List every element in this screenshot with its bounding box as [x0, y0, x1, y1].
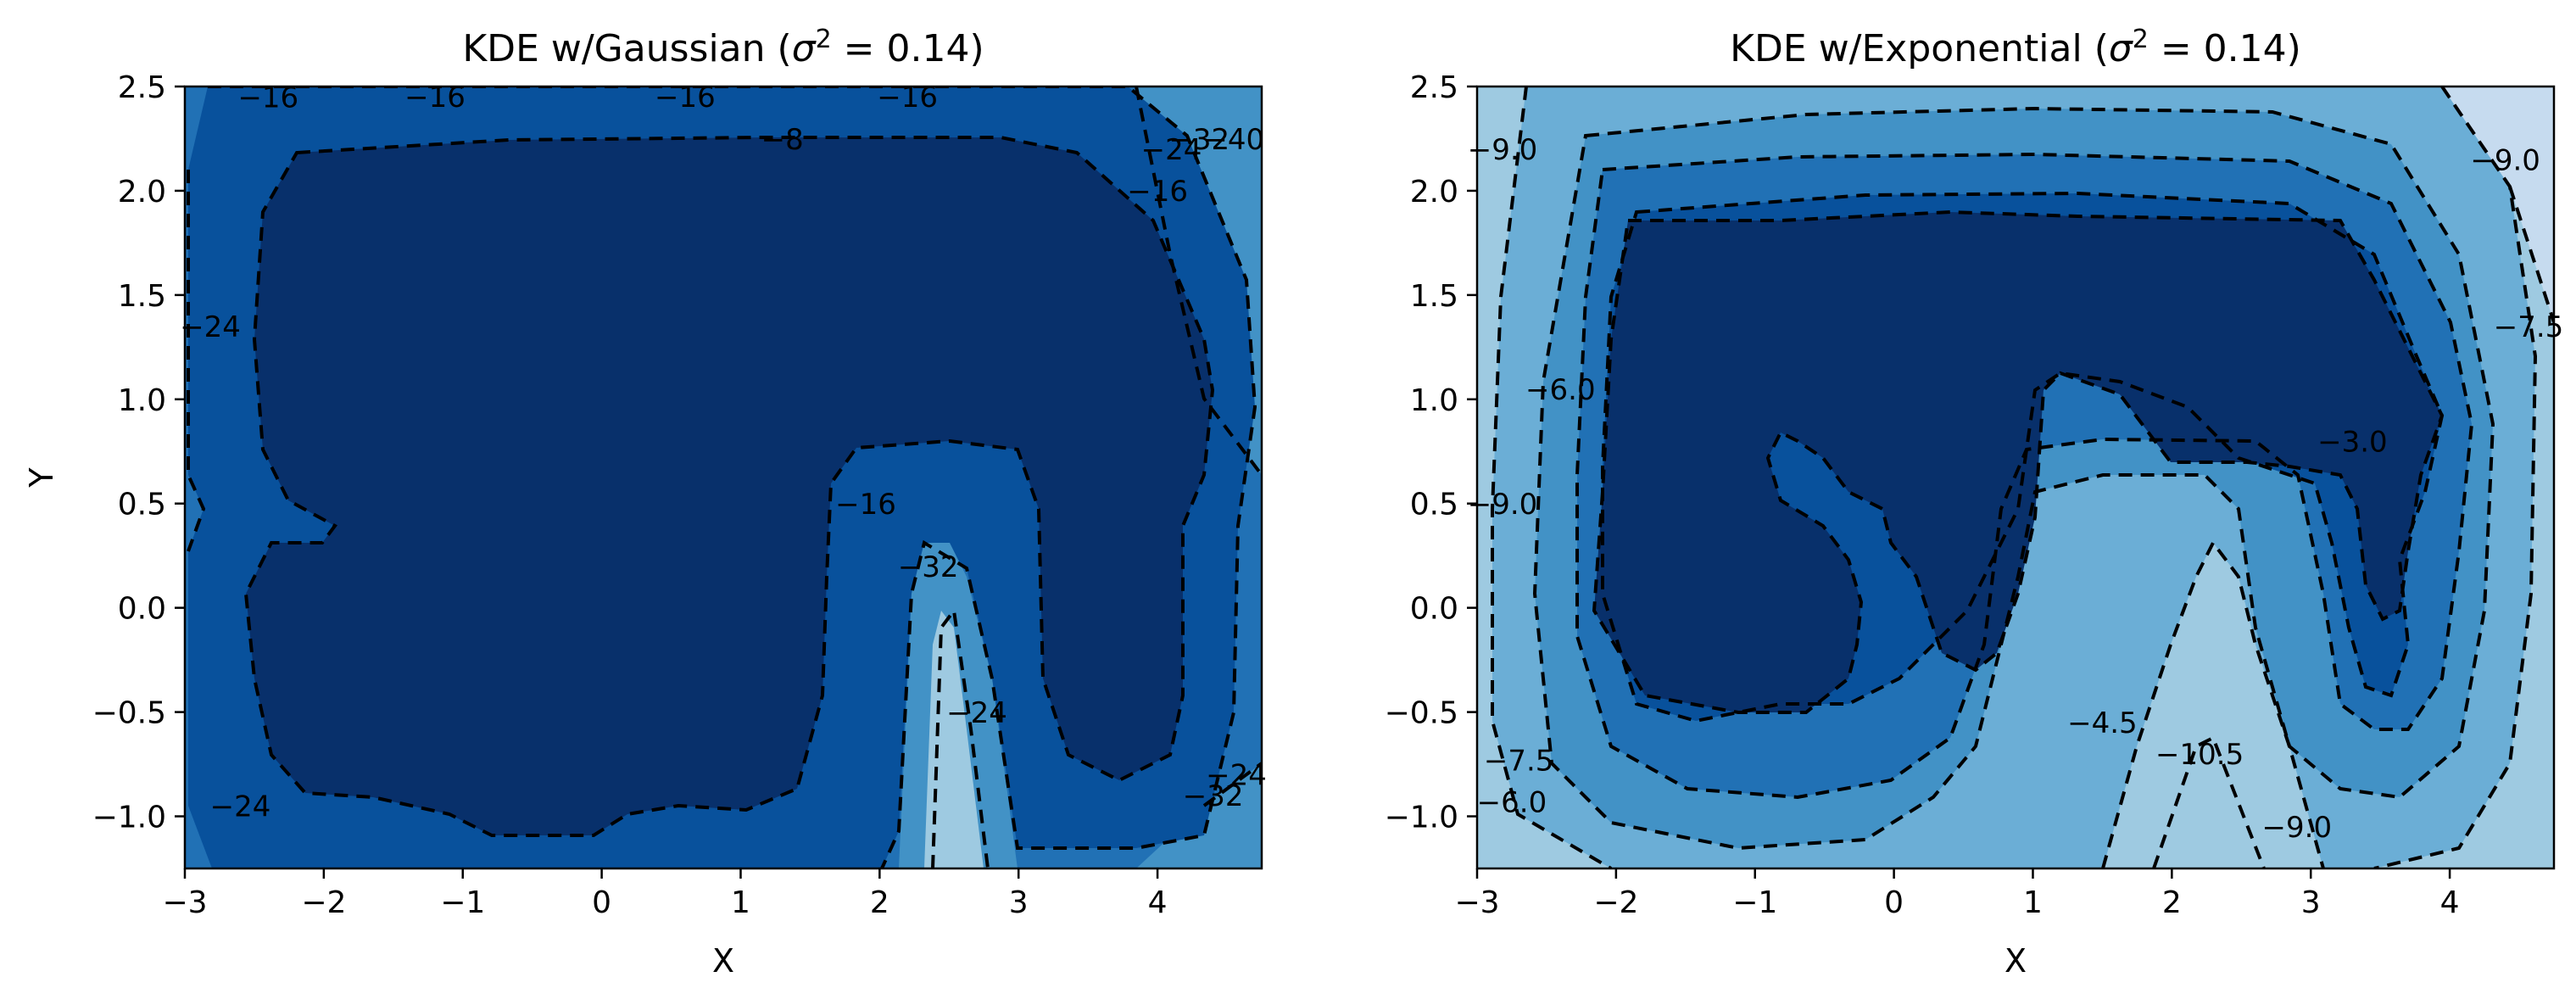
level-band-valley-core-2 — [2103, 543, 2323, 868]
panel-exponential: KDE w/Exponential (σ2 = 0.14) — [1385, 25, 2564, 980]
x-axis-exponential: −3 −2 −1 0 1 2 3 4 — [1454, 868, 2460, 920]
level-band-corner-2 — [2442, 87, 2554, 322]
x-tick-label: −3 — [162, 885, 207, 920]
x-tick-label: 1 — [731, 885, 750, 920]
y-tick-label: 1.5 — [1410, 279, 1458, 314]
x-tick-label: −3 — [1454, 885, 1499, 920]
contour-level-label: −16 — [877, 81, 938, 114]
contour-level-label: −7.5 — [1484, 744, 1554, 778]
contour-level-label: −6.0 — [1525, 373, 1596, 407]
contour-level-label: −16 — [237, 81, 298, 115]
y-tick-label: 0.0 — [1410, 592, 1458, 627]
plot-frame-gaussian — [183, 85, 1263, 870]
y-tick-label: −0.5 — [1385, 696, 1458, 731]
x-tick-label: 3 — [2301, 885, 2321, 920]
contour-level-label: −9.0 — [1468, 488, 1538, 522]
y-tick-label: 2.5 — [118, 70, 166, 105]
contour-labels-exponential: −9.0 −6.0 −9.0 −9.0 −7.5 −3.0 −4.5 −10.5 −9.0 −7.… — [1468, 133, 2564, 845]
contour-level-label: −32 — [898, 550, 959, 584]
chart-title-gaussian: KDE w/Gaussian (σ2 = 0.14) — [462, 25, 984, 70]
y-tick-label: 1.0 — [1410, 383, 1458, 418]
contour-level-label: −4.5 — [2067, 706, 2138, 740]
y-tick-label: −1.0 — [1385, 801, 1458, 835]
y-tick-label: 0.5 — [1410, 488, 1458, 522]
contour-level-label: −24 — [1141, 133, 1202, 167]
y-tick-label: 2.5 — [1410, 70, 1458, 105]
x-tick-label: −1 — [440, 885, 485, 920]
y-axis-gaussian: −1.0 −0.5 0.0 0.5 1.0 1.5 2.0 2.5 — [92, 70, 185, 835]
contour-level-label: −16 — [655, 81, 716, 114]
y-tick-label: 0.5 — [118, 488, 166, 522]
contour-fill-exponential — [1477, 87, 2554, 868]
x-tick-label: 4 — [1148, 885, 1168, 920]
contour-level-label: −6.0 — [1477, 786, 1547, 820]
x-axis-gaussian: −3 −2 −1 0 1 2 3 4 — [162, 868, 1168, 920]
contour-lines-gaussian — [187, 87, 1262, 868]
x-tick-label: 2 — [870, 885, 889, 920]
contour-level-label: −16 — [1127, 175, 1188, 209]
y-axis-label-gaussian: Y — [23, 467, 60, 489]
contour-level-label: −3.0 — [2317, 425, 2388, 459]
contour-level-label: −7.5 — [2494, 310, 2564, 344]
chart-title-exponential: KDE w/Exponential (σ2 = 0.14) — [1730, 25, 2301, 70]
contour-lines-exponential — [1491, 87, 2554, 868]
level-band-inner — [246, 137, 1213, 835]
contour-level-label: −9.0 — [1468, 133, 1538, 167]
contour-level-label: −32 — [1168, 123, 1229, 157]
x-tick-label: 4 — [2440, 885, 2460, 920]
y-axis-exponential: −1.0 −0.5 0.0 0.5 1.0 1.5 2.0 2.5 — [1385, 70, 1477, 835]
contour-level-label: −8 — [761, 123, 804, 157]
level-band-core — [1594, 212, 2442, 712]
contour-level-label: −16 — [404, 81, 466, 114]
contour-level-label: −24 — [210, 790, 271, 824]
y-tick-label: −1.0 — [92, 801, 166, 835]
contour-level-label: −32 — [1183, 779, 1244, 813]
contour-level-label: −24 — [180, 310, 241, 344]
contour-level-label: −16 — [835, 488, 896, 522]
x-tick-label: 2 — [2162, 885, 2182, 920]
x-tick-label: −2 — [301, 885, 346, 920]
level-band-valley-core — [924, 611, 984, 868]
y-tick-label: 0.0 — [118, 592, 166, 627]
y-tick-label: 2.0 — [118, 175, 166, 209]
contour-level-label: −40 — [1203, 123, 1264, 157]
contour-level-label: −9.0 — [2262, 811, 2333, 845]
y-tick-label: 1.0 — [118, 383, 166, 418]
x-tick-label: 0 — [1884, 885, 1904, 920]
contour-level-label: −9.0 — [2470, 143, 2540, 177]
contour-level-label: −24 — [946, 696, 1007, 730]
x-axis-label-gaussian: X — [712, 942, 734, 980]
x-tick-label: 3 — [1009, 885, 1029, 920]
panel-gaussian: KDE w/Gaussian (σ2 = 0.14) −16 −16−16 −16−… — [23, 25, 1267, 980]
contour-labels-gaussian: −16 −16−16 −16−8 −24−32−40−16−24−16−32−24−2… — [180, 81, 1267, 824]
x-tick-label: 1 — [2023, 885, 2043, 920]
y-tick-label: −0.5 — [92, 696, 166, 731]
y-tick-label: 1.5 — [118, 279, 166, 314]
x-tick-label: 0 — [592, 885, 611, 920]
contour-level-label: −24 — [1206, 759, 1267, 793]
contour-fill-gaussian — [185, 87, 1262, 868]
x-tick-label: −1 — [1732, 885, 1777, 920]
plot-frame-exponential — [1475, 85, 2556, 870]
x-axis-label-exponential: X — [2004, 942, 2027, 980]
x-tick-label: −2 — [1593, 885, 1638, 920]
y-tick-label: 2.0 — [1410, 175, 1458, 209]
contour-level-label: −10.5 — [2155, 738, 2244, 772]
